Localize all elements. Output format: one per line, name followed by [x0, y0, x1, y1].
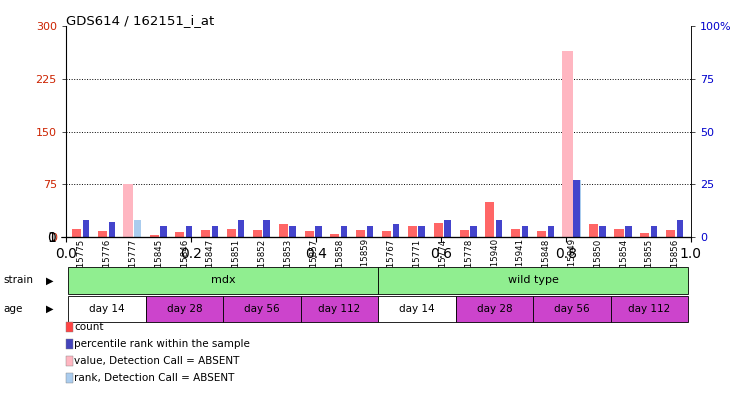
Bar — [573, 180, 580, 237]
Bar — [615, 228, 624, 237]
Bar — [175, 232, 184, 237]
Bar — [301, 296, 379, 322]
Text: day 14: day 14 — [399, 304, 435, 314]
Bar — [146, 296, 224, 322]
Bar — [444, 220, 451, 237]
Bar — [433, 223, 443, 237]
Bar — [330, 234, 339, 237]
Bar — [160, 226, 167, 237]
Bar — [201, 230, 211, 237]
Text: strain: strain — [4, 275, 34, 286]
Text: GDS614 / 162151_i_at: GDS614 / 162151_i_at — [66, 14, 214, 27]
Text: value, Detection Call = ABSENT: value, Detection Call = ABSENT — [75, 356, 240, 366]
Bar — [573, 180, 580, 237]
Bar — [263, 220, 270, 237]
Bar — [98, 231, 107, 237]
Text: day 28: day 28 — [167, 304, 202, 314]
Bar — [238, 220, 244, 237]
Bar — [305, 231, 314, 237]
Text: day 112: day 112 — [319, 304, 360, 314]
Bar — [341, 226, 347, 237]
Bar — [224, 296, 301, 322]
Bar — [640, 233, 649, 237]
Text: day 56: day 56 — [554, 304, 590, 314]
Text: count: count — [75, 322, 104, 332]
Bar — [625, 226, 632, 237]
Bar — [212, 226, 219, 237]
Bar — [651, 226, 657, 237]
Bar — [677, 220, 683, 237]
Bar — [367, 226, 374, 237]
Text: ▶: ▶ — [46, 275, 53, 286]
Bar — [610, 296, 688, 322]
Bar — [150, 235, 159, 237]
Bar — [522, 226, 529, 237]
Text: rank, Detection Call = ABSENT: rank, Detection Call = ABSENT — [75, 373, 235, 383]
Text: age: age — [4, 304, 23, 314]
Bar — [666, 230, 675, 237]
Text: wild type: wild type — [508, 275, 558, 286]
Bar — [379, 267, 688, 294]
Bar — [548, 226, 554, 237]
Bar — [408, 226, 417, 237]
Text: mdx: mdx — [211, 275, 235, 286]
Bar — [356, 230, 366, 237]
Bar — [393, 224, 399, 237]
Bar — [227, 228, 236, 237]
Bar — [379, 296, 455, 322]
Bar — [562, 51, 572, 237]
Bar — [418, 226, 425, 237]
Bar — [253, 230, 262, 237]
Bar — [69, 296, 146, 322]
Bar — [537, 231, 546, 237]
Bar — [72, 228, 81, 237]
Bar — [315, 226, 322, 237]
Bar — [599, 226, 606, 237]
Bar — [382, 231, 391, 237]
Bar — [455, 296, 533, 322]
Bar — [108, 222, 115, 237]
Text: day 56: day 56 — [244, 304, 280, 314]
Bar — [460, 230, 469, 237]
Bar — [470, 226, 477, 237]
Bar — [485, 202, 494, 237]
Text: percentile rank within the sample: percentile rank within the sample — [75, 339, 250, 349]
Bar — [496, 220, 502, 237]
Bar — [533, 296, 610, 322]
Text: day 28: day 28 — [477, 304, 512, 314]
Bar — [123, 184, 134, 237]
Bar — [289, 226, 296, 237]
Bar — [588, 224, 598, 237]
Text: day 14: day 14 — [89, 304, 125, 314]
Bar — [69, 267, 379, 294]
Bar — [279, 224, 288, 237]
Bar — [511, 228, 520, 237]
Bar — [134, 220, 142, 237]
Text: day 112: day 112 — [629, 304, 670, 314]
Bar — [186, 226, 192, 237]
Bar — [83, 220, 89, 237]
Text: ▶: ▶ — [46, 304, 53, 314]
